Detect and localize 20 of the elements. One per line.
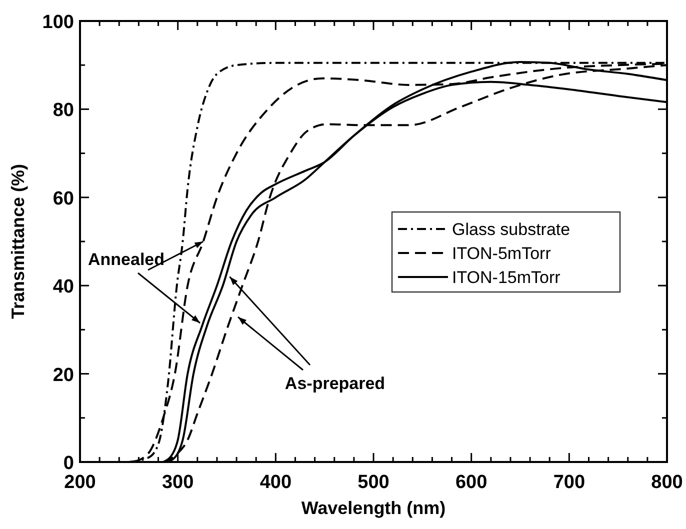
x-tick-label: 200 <box>64 472 96 493</box>
x-axis-title: Wavelength (nm) <box>301 498 446 518</box>
x-tick-label: 800 <box>651 472 683 493</box>
y-tick-label: 0 <box>63 453 74 474</box>
y-tick-label: 80 <box>52 100 74 122</box>
annotation: As-prepared <box>284 374 386 393</box>
x-tick-label: 500 <box>358 472 390 493</box>
y-tick-label: 40 <box>52 276 74 298</box>
legend-label: ITON-5mTorr <box>452 244 552 263</box>
annotation: Annealed <box>88 250 165 269</box>
legend-label: Glass substrate <box>452 220 570 239</box>
x-tick-label: 700 <box>553 472 586 493</box>
legend-label: ITON-15mTorr <box>452 268 561 287</box>
y-tick-label: 100 <box>42 12 74 33</box>
x-tick-label: 400 <box>260 472 292 493</box>
y-tick-label: 60 <box>52 188 74 210</box>
x-tick-label: 300 <box>162 472 194 493</box>
x-tick-label: 600 <box>455 472 488 493</box>
y-axis-title: Transmittance (%) <box>8 164 28 320</box>
y-tick-label: 20 <box>52 364 74 386</box>
